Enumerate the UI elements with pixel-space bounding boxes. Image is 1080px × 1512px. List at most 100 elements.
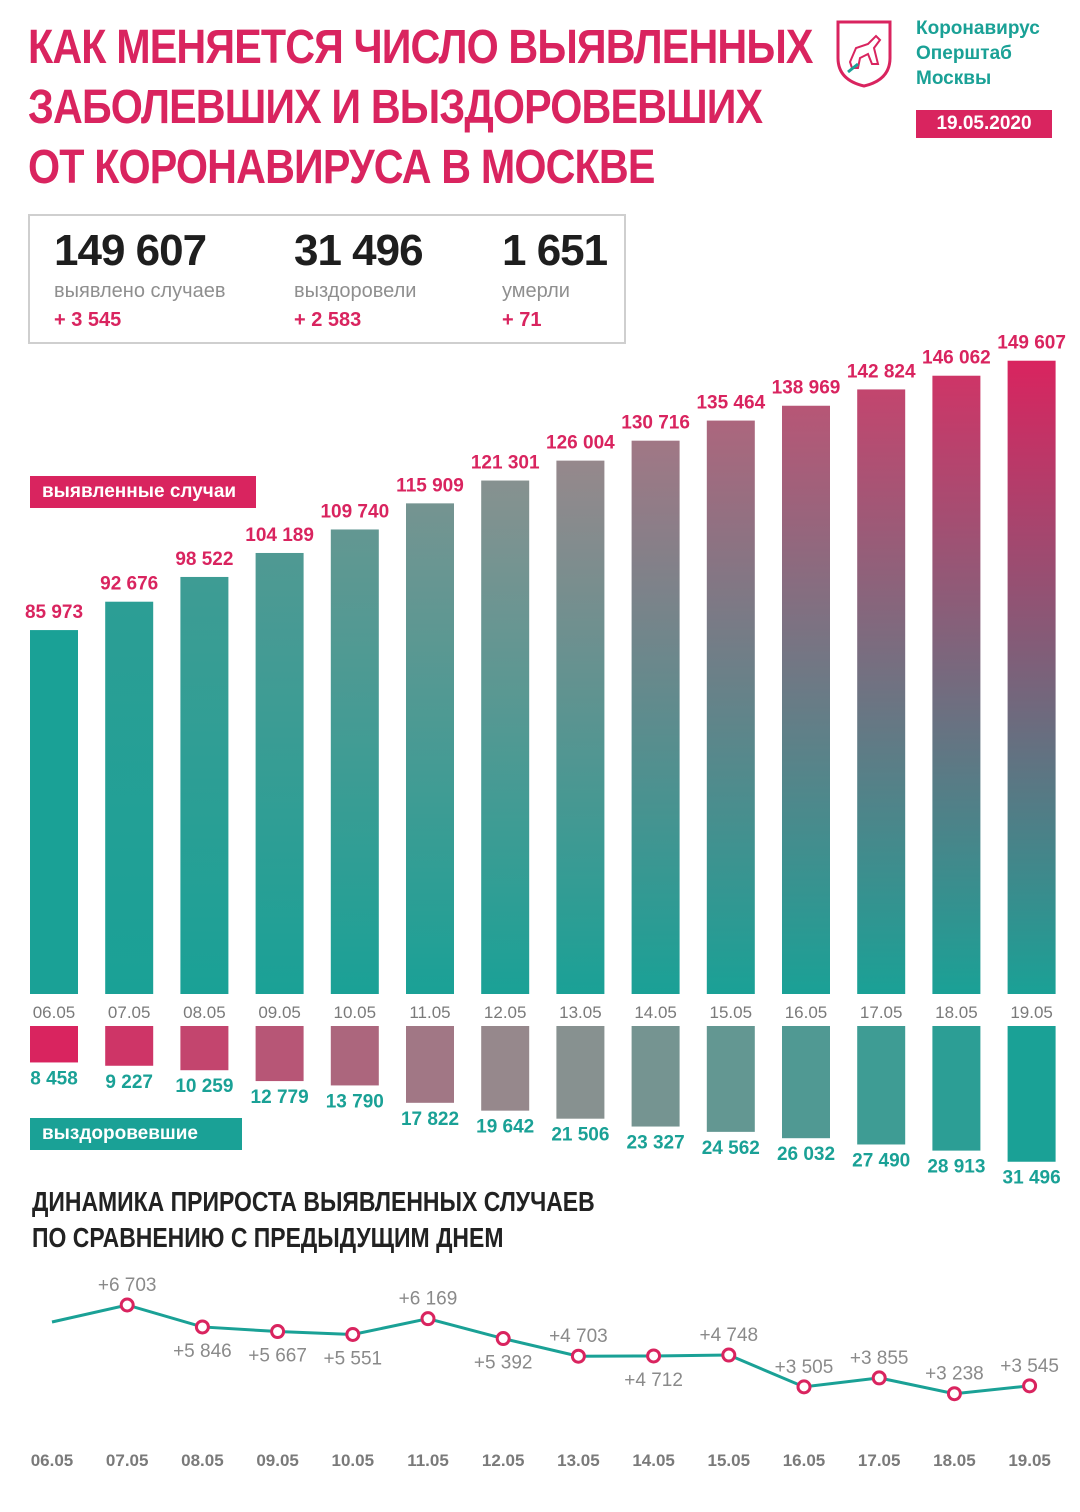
recovered-bar-label: 10 259 (175, 1076, 233, 1097)
cases-bar-label: 92 676 (100, 574, 158, 595)
org-line-1: Коронавирус (916, 18, 1040, 39)
growth-label: +3 855 (850, 1348, 909, 1369)
cases-bar-label: 109 740 (320, 501, 389, 522)
recovered-bar (481, 1026, 530, 1111)
growth-date-tick: 13.05 (557, 1451, 600, 1470)
cases-bar (932, 375, 981, 994)
growth-point (1022, 1378, 1038, 1394)
date-tick-label: 18.05 (935, 1003, 978, 1022)
date-tick-label: 15.05 (710, 1003, 753, 1022)
growth-label: +4 703 (549, 1326, 608, 1347)
growth-date-tick: 15.05 (708, 1451, 751, 1470)
growth-label: +6 169 (399, 1289, 458, 1310)
cases-bar-label: 126 004 (546, 433, 615, 454)
cases-bar (706, 420, 755, 994)
recovered-bar-label: 23 327 (627, 1133, 685, 1154)
growth-date-tick: 19.05 (1008, 1451, 1051, 1470)
growth-date-tick: 18.05 (933, 1451, 976, 1470)
growth-point (796, 1379, 812, 1395)
growth-point (646, 1348, 662, 1364)
cases-bar-label: 121 301 (471, 453, 540, 474)
recovered-bar (782, 1026, 830, 1139)
recovered-bar (330, 1026, 379, 1086)
recovered-bar-label: 12 779 (251, 1087, 309, 1108)
stat-cases: 149 607 выявлено случаев + 3 545 (54, 226, 225, 332)
cases-bar (857, 389, 906, 994)
cases-bar-label: 149 607 (997, 333, 1066, 354)
recovered-bar-label: 28 913 (927, 1157, 985, 1178)
date-tick-label: 12.05 (484, 1003, 527, 1022)
recovered-bar (706, 1026, 755, 1132)
cases-bar (330, 529, 379, 994)
stat-recovered-delta: + 2 583 (294, 309, 362, 331)
recovered-bar (255, 1026, 304, 1082)
date-tick-label: 10.05 (334, 1003, 377, 1022)
org-line-2: Оперштаб (916, 43, 1012, 64)
recovered-bar-label: 26 032 (777, 1144, 835, 1165)
growth-title-line-1: ДИНАМИКА ПРИРОСТА ВЫЯВЛЕННЫХ СЛУЧАЕВ (32, 1186, 595, 1217)
growth-label: +5 392 (474, 1353, 533, 1374)
growth-date-tick: 08.05 (181, 1451, 224, 1470)
recovered-bar-label: 13 790 (326, 1091, 384, 1112)
cases-bar-label: 115 909 (396, 475, 464, 496)
growth-point (119, 1297, 135, 1313)
recovered-bar-label: 9 227 (105, 1072, 153, 1093)
growth-title: ДИНАМИКА ПРИРОСТА ВЫЯВЛЕННЫХ СЛУЧАЕВ ПО … (32, 1184, 595, 1256)
cases-bar-label: 98 522 (175, 549, 233, 570)
summary-box: 149 607 выявлено случаев + 3 545 31 496 … (28, 214, 626, 344)
growth-date-tick: 09.05 (256, 1451, 299, 1470)
recovered-bar (105, 1026, 154, 1066)
growth-date-tick: 10.05 (332, 1451, 375, 1470)
growth-label: +5 846 (173, 1341, 232, 1362)
date-tick-label: 14.05 (634, 1003, 677, 1022)
date-tick-label: 16.05 (785, 1003, 828, 1022)
org-line-3: Москвы (916, 68, 992, 89)
legend-recovered: выздоровевшие (30, 1118, 242, 1150)
growth-point (871, 1370, 887, 1386)
growth-date-tick: 06.05 (31, 1451, 74, 1470)
cases-bar-label: 85 973 (25, 602, 83, 623)
stat-recovered-label: выздоровели (294, 280, 417, 302)
legend-cases: выявленные случаи (30, 476, 256, 508)
growth-point (570, 1348, 586, 1364)
date-tick-label: 07.05 (108, 1003, 151, 1022)
recovered-bar (180, 1026, 229, 1071)
cases-bar-label: 146 062 (922, 348, 991, 369)
title-line-3: ОТ КОРОНАВИРУСА В МОСКВЕ (28, 141, 655, 194)
growth-date-tick: 07.05 (106, 1451, 149, 1470)
growth-point (194, 1319, 210, 1335)
growth-label: +3 545 (1000, 1356, 1059, 1377)
date-badge: 19.05.2020 (916, 110, 1052, 138)
growth-label: +3 238 (925, 1364, 984, 1385)
recovered-bar-label: 17 822 (401, 1109, 459, 1130)
recovered-bar-label: 8 458 (30, 1068, 78, 1089)
recovered-bar-label: 19 642 (476, 1117, 534, 1138)
cases-bar-label: 104 189 (245, 525, 314, 546)
growth-label: +6 703 (98, 1275, 157, 1296)
cases-bar (1007, 360, 1056, 994)
stat-cases-delta: + 3 545 (54, 309, 122, 331)
growth-date-tick: 17.05 (858, 1451, 901, 1470)
recovered-bar (1007, 1026, 1056, 1162)
growth-date-tick: 16.05 (783, 1451, 826, 1470)
recovered-bar-label: 31 496 (1003, 1168, 1061, 1189)
date-tick-label: 08.05 (183, 1003, 226, 1022)
cases-bar (556, 460, 605, 994)
cases-bar (406, 503, 454, 994)
growth-point (946, 1386, 962, 1402)
cases-bar (255, 552, 304, 994)
stat-deaths-label: умерли (502, 280, 570, 302)
growth-point (345, 1326, 361, 1342)
growth-label: +3 505 (775, 1357, 834, 1378)
recovered-bar (932, 1026, 981, 1151)
growth-point (270, 1324, 286, 1340)
recovered-bar (631, 1026, 680, 1127)
cases-bar (631, 440, 680, 994)
growth-title-line-2: ПО СРАВНЕНИЮ С ПРЕДЫДУЩИМ ДНЕМ (32, 1222, 504, 1253)
stat-deaths-value: 1 651 (502, 226, 608, 275)
stat-deaths-delta: + 71 (502, 309, 542, 331)
cases-bar (481, 480, 530, 995)
growth-label: +5 667 (248, 1346, 307, 1367)
growth-point (420, 1311, 436, 1327)
